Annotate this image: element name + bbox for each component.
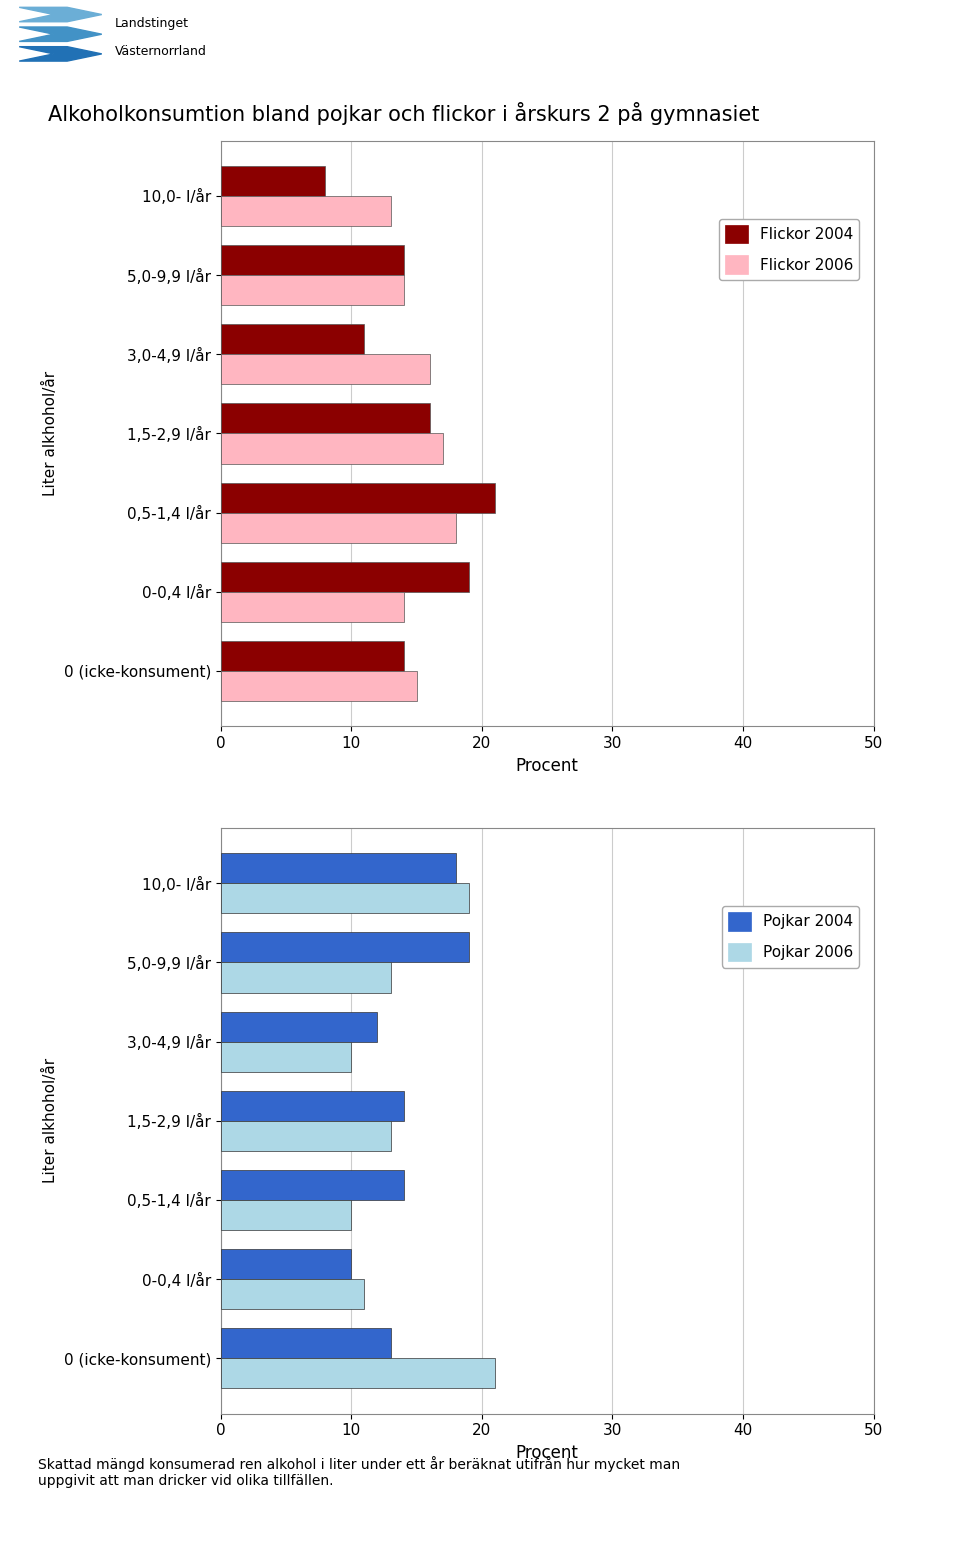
Bar bbox=[221, 483, 495, 512]
Bar bbox=[221, 1328, 391, 1359]
Text: Alkoholkonsumtion bland pojkar och flickor i årskurs 2 på gymnasiet: Alkoholkonsumtion bland pojkar och flick… bbox=[48, 102, 759, 125]
Bar bbox=[221, 962, 391, 992]
Bar bbox=[221, 592, 403, 622]
Bar bbox=[221, 1250, 351, 1279]
Bar bbox=[221, 672, 417, 701]
Legend: Flickor 2004, Flickor 2006: Flickor 2004, Flickor 2006 bbox=[719, 219, 859, 280]
Polygon shape bbox=[19, 8, 102, 22]
Text: Skattad mängd konsumerad ren alkohol i liter under ett år beräknat utifrån hur m: Skattad mängd konsumerad ren alkohol i l… bbox=[38, 1456, 681, 1489]
Bar bbox=[221, 403, 430, 433]
Bar bbox=[221, 853, 456, 883]
Legend: Pojkar 2004, Pojkar 2006: Pojkar 2004, Pojkar 2006 bbox=[722, 906, 859, 967]
Polygon shape bbox=[19, 47, 102, 61]
Bar bbox=[221, 933, 468, 962]
Bar bbox=[221, 195, 391, 226]
Bar bbox=[221, 355, 430, 384]
Bar bbox=[221, 562, 468, 592]
Bar bbox=[221, 883, 468, 914]
Bar bbox=[221, 245, 403, 275]
Y-axis label: Liter alkhohol/år: Liter alkhohol/år bbox=[43, 1057, 59, 1184]
Bar bbox=[221, 325, 365, 355]
Bar bbox=[221, 512, 456, 542]
X-axis label: Procent: Procent bbox=[516, 1443, 579, 1462]
Bar bbox=[221, 1200, 351, 1229]
Bar bbox=[221, 1042, 351, 1072]
Bar bbox=[221, 1090, 403, 1122]
Text: Landstinget: Landstinget bbox=[115, 17, 189, 30]
Bar bbox=[221, 166, 325, 195]
X-axis label: Procent: Procent bbox=[516, 756, 579, 775]
Bar bbox=[221, 640, 403, 672]
Bar bbox=[221, 1012, 377, 1042]
Bar bbox=[221, 275, 403, 305]
Bar bbox=[221, 433, 443, 464]
Bar bbox=[221, 1170, 403, 1200]
Bar bbox=[221, 1279, 365, 1309]
Polygon shape bbox=[19, 27, 102, 42]
Text: Västernorrland: Västernorrland bbox=[115, 45, 207, 58]
Y-axis label: Liter alkhohol/år: Liter alkhohol/år bbox=[43, 370, 59, 497]
Bar bbox=[221, 1359, 495, 1389]
Bar bbox=[221, 1122, 391, 1151]
